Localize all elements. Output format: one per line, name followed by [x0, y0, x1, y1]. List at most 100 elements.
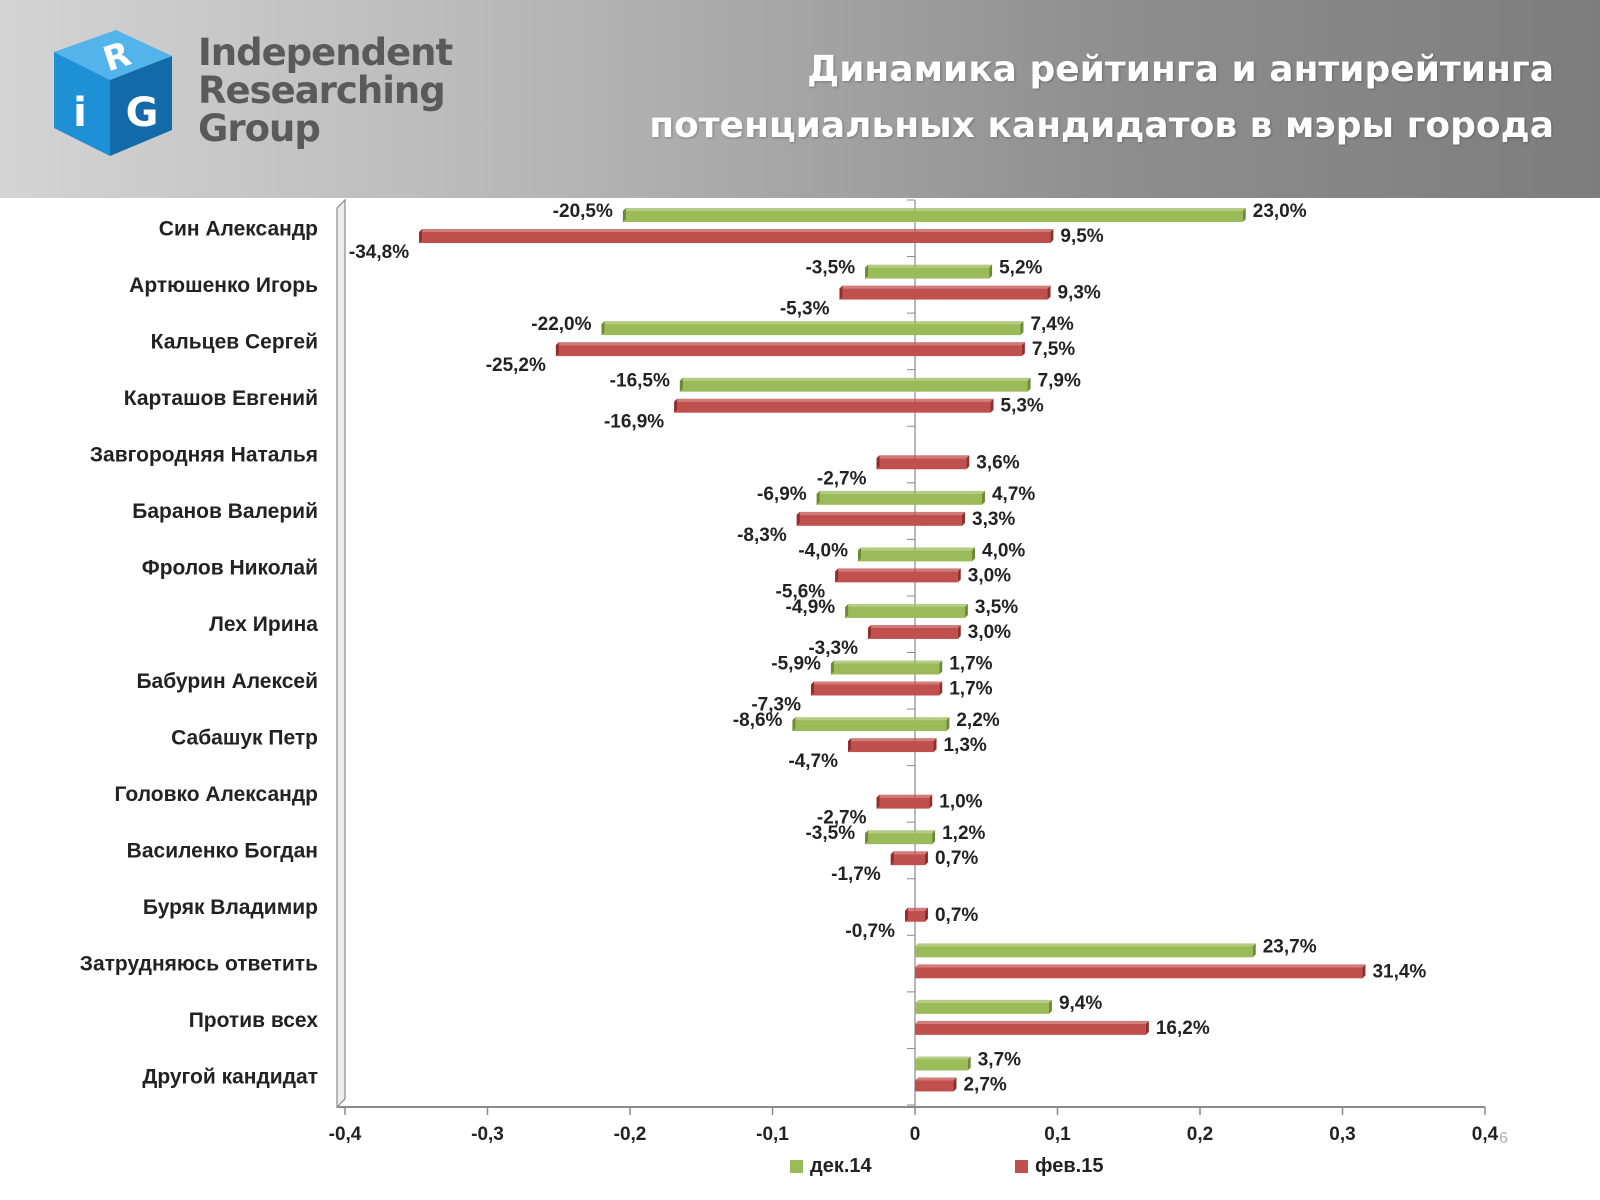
bar-end-face	[792, 717, 796, 732]
data-label: 9,3%	[1058, 283, 1101, 304]
data-label: 2,7%	[963, 1074, 1006, 1095]
bar-top-face	[890, 851, 918, 855]
bar-end-face	[972, 547, 975, 562]
bar	[915, 606, 965, 618]
logo-letter-g: G	[126, 90, 159, 136]
bar-top-face	[915, 681, 943, 685]
bar	[915, 720, 947, 732]
data-label: 3,3%	[972, 509, 1015, 530]
bar	[915, 854, 925, 866]
data-label: -0,7%	[845, 921, 895, 942]
logo-line-1: Independent	[198, 31, 453, 74]
data-label: 7,4%	[1030, 314, 1073, 335]
bar-top-face	[915, 794, 933, 798]
data-label: 2,2%	[956, 710, 999, 731]
data-label: 5,2%	[999, 258, 1042, 279]
bar-top-face	[915, 511, 966, 515]
category-label: Завгородняя Наталья	[90, 444, 318, 467]
bar-end-face	[953, 1077, 957, 1092]
bar	[915, 797, 930, 809]
bar-end-face	[1021, 342, 1025, 357]
bar	[915, 627, 958, 639]
category-label: Против всех	[189, 1009, 319, 1032]
bar-top-face	[810, 681, 918, 685]
bar-end-face	[810, 681, 814, 696]
bar-end-face	[1242, 208, 1246, 222]
bar	[915, 1002, 1049, 1014]
bar-top-face	[915, 907, 928, 911]
bar	[876, 458, 915, 470]
data-label: -16,9%	[604, 412, 664, 433]
bar	[915, 401, 991, 413]
bar	[915, 741, 934, 753]
bar-top-face	[915, 377, 1031, 381]
bar-end-face	[674, 398, 678, 413]
data-label: 1,7%	[949, 679, 992, 700]
bar	[865, 267, 915, 279]
bar-top-face	[867, 624, 918, 628]
bar-top-face	[915, 964, 1366, 968]
bar-end-face	[924, 851, 928, 866]
bar-top-face	[915, 321, 1024, 325]
category-label: Буряк Владимир	[143, 896, 318, 919]
bar-top-face	[555, 342, 918, 346]
x-tick-label: 0,2	[1187, 1124, 1213, 1145]
data-label: -1,7%	[831, 864, 881, 885]
title-line-1: Динамика рейтинга и антирейтинга	[807, 49, 1554, 90]
data-label: 3,0%	[968, 565, 1011, 586]
data-label: 5,3%	[1001, 396, 1044, 417]
category-label: Василенко Богдан	[127, 839, 318, 862]
bar-end-face	[990, 398, 994, 413]
bar-top-face	[796, 511, 918, 515]
bar-end-face	[905, 907, 909, 922]
data-label: -34,8%	[349, 242, 409, 263]
page-title: Динамика рейтинга и антирейтинга потенци…	[649, 42, 1554, 154]
bar-end-face	[845, 603, 849, 618]
bar	[915, 550, 972, 562]
bar-end-face	[839, 285, 843, 300]
bar-end-face	[933, 738, 937, 753]
bar-end-face	[848, 738, 852, 753]
bar-top-face	[915, 398, 994, 402]
data-label: 1,3%	[944, 735, 987, 756]
bar-top-face	[915, 568, 961, 572]
bar	[858, 550, 915, 562]
bar-end-face	[419, 229, 423, 243]
page-number: 6	[1499, 1130, 1508, 1147]
bar-end-face	[939, 660, 943, 675]
bar-end-face	[601, 321, 605, 336]
bar-end-face	[835, 568, 839, 583]
bar-top-face	[915, 603, 968, 607]
bar	[876, 797, 915, 809]
bar-end-face	[981, 490, 985, 505]
bar-top-face	[915, 490, 985, 494]
data-label: 7,9%	[1038, 371, 1081, 392]
data-label: -4,7%	[788, 751, 838, 772]
bar-end-face	[957, 568, 961, 583]
bar-top-face	[915, 1056, 971, 1060]
bar-top-face	[915, 830, 936, 834]
category-label: Сабашук Петр	[171, 726, 318, 749]
x-tick-label: 0,4	[1472, 1124, 1499, 1145]
bar	[905, 910, 915, 922]
bar-end-face	[1252, 943, 1256, 958]
category-label: Кальцев Сергей	[151, 330, 318, 353]
bar	[915, 571, 958, 583]
bar	[915, 967, 1363, 979]
data-label: 16,2%	[1156, 1018, 1210, 1039]
chart-side-wall	[336, 198, 346, 1109]
bar-top-face	[835, 568, 918, 572]
bar-end-face	[964, 603, 968, 618]
bar-top-face	[622, 208, 918, 211]
data-label: 3,5%	[975, 597, 1018, 618]
bar	[796, 514, 915, 526]
logo-cube-icon: R i G	[54, 30, 172, 156]
bar	[915, 232, 1051, 243]
bar-end-face	[876, 455, 880, 470]
bar-end-face	[1047, 285, 1051, 300]
bar-end-face	[1145, 1020, 1149, 1035]
x-tick-label: 0,1	[1044, 1124, 1071, 1145]
bar-end-face	[867, 624, 871, 639]
bar-top-face	[876, 455, 918, 459]
